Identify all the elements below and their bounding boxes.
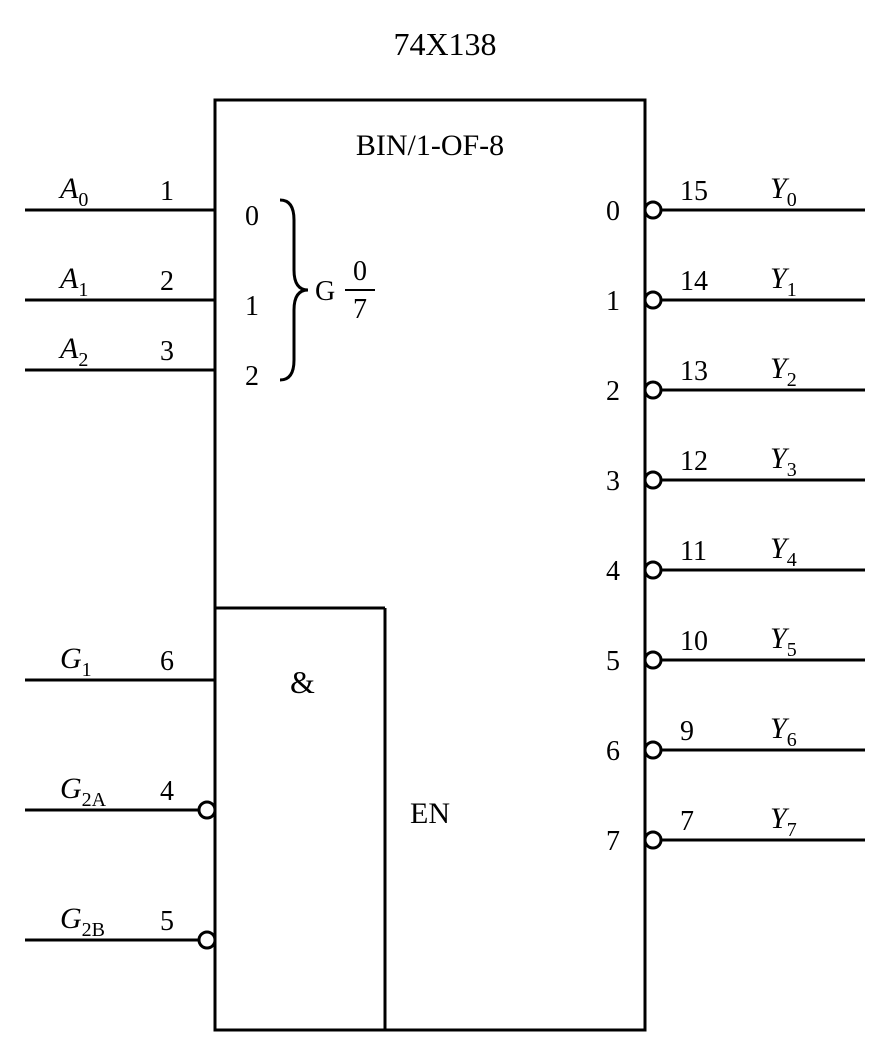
g-dependency: G — [315, 276, 335, 307]
address-input-pin-number: 3 — [160, 336, 174, 367]
output-pin-number: 14 — [680, 266, 708, 297]
enable-input-pin-number: 4 — [160, 776, 174, 807]
output-label: Y5 — [770, 622, 797, 661]
address-input-weight: 2 — [245, 361, 259, 392]
address-input-weight: 1 — [245, 291, 259, 322]
address-input-pin-number: 2 — [160, 266, 174, 297]
inversion-bubble — [645, 832, 661, 848]
output-index: 7 — [606, 826, 620, 857]
inversion-bubble — [645, 382, 661, 398]
output-label: Y6 — [770, 712, 797, 751]
output-index: 4 — [606, 556, 620, 587]
inversion-bubble — [199, 932, 215, 948]
enable-input-pin-number: 5 — [160, 906, 174, 937]
output-label: Y0 — [770, 172, 797, 211]
inversion-bubble — [199, 802, 215, 818]
address-input-weight: 0 — [245, 201, 259, 232]
chip-title: 74X138 — [393, 26, 496, 62]
chip-heading: BIN/1-OF-8 — [356, 129, 504, 162]
inversion-bubble — [645, 202, 661, 218]
enable-input-pin-number: 6 — [160, 646, 174, 677]
output-index: 5 — [606, 646, 620, 677]
inversion-bubble — [645, 472, 661, 488]
output-label: Y2 — [770, 352, 797, 391]
inversion-bubble — [645, 292, 661, 308]
output-label: Y1 — [770, 262, 797, 301]
output-label: Y7 — [770, 802, 797, 841]
output-index: 3 — [606, 466, 620, 497]
output-label: Y4 — [770, 532, 797, 571]
output-pin-number: 9 — [680, 716, 694, 747]
and-symbol: & — [290, 664, 315, 700]
inversion-bubble — [645, 652, 661, 668]
enable-input-label: G1 — [60, 642, 92, 681]
enable-input-label: G2B — [60, 902, 105, 941]
output-pin-number: 10 — [680, 626, 708, 657]
output-pin-number: 13 — [680, 356, 708, 387]
output-pin-number: 11 — [680, 536, 707, 567]
main-box — [215, 100, 645, 1030]
enable-label: EN — [410, 797, 450, 830]
svg-text:0: 0 — [353, 256, 367, 287]
output-pin-number: 15 — [680, 176, 708, 207]
address-input-label: A1 — [58, 262, 88, 301]
inversion-bubble — [645, 742, 661, 758]
address-input-label: A2 — [58, 332, 88, 371]
decoder-symbol: 74X138BIN/1-OF-8&ENA010A121A232G16G2A4G2… — [0, 0, 890, 1062]
svg-text:7: 7 — [353, 294, 367, 325]
output-pin-number: 7 — [680, 806, 694, 837]
output-index: 6 — [606, 736, 620, 767]
address-input-label: A0 — [58, 172, 88, 211]
output-pin-number: 12 — [680, 446, 708, 477]
output-index: 1 — [606, 286, 620, 317]
output-index: 2 — [606, 376, 620, 407]
output-index: 0 — [606, 196, 620, 227]
address-input-pin-number: 1 — [160, 176, 174, 207]
inversion-bubble — [645, 562, 661, 578]
output-label: Y3 — [770, 442, 797, 481]
enable-input-label: G2A — [60, 772, 107, 811]
group-brace — [280, 200, 308, 380]
